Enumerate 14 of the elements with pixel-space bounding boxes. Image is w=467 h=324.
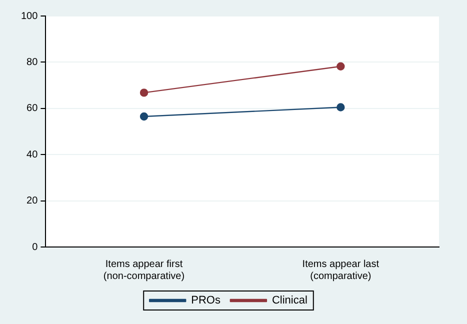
y-tick-label: 100 — [20, 10, 38, 22]
point — [336, 62, 345, 70]
legend-label: PROs — [191, 294, 221, 307]
y-tick-label: 60 — [26, 103, 38, 114]
point — [336, 103, 345, 112]
x-tick-label: Items appear last (comparative) — [302, 258, 380, 282]
legend-label: Clinical — [272, 294, 308, 307]
point — [140, 112, 148, 121]
point — [140, 88, 148, 97]
y-tick-label: 40 — [26, 149, 38, 160]
y-tick-label: 20 — [26, 196, 38, 207]
y-tick-label: 0 — [32, 242, 38, 253]
y-tick-label: 80 — [26, 56, 38, 68]
x-tick-label: Items appear first (non-comparative) — [103, 258, 185, 282]
